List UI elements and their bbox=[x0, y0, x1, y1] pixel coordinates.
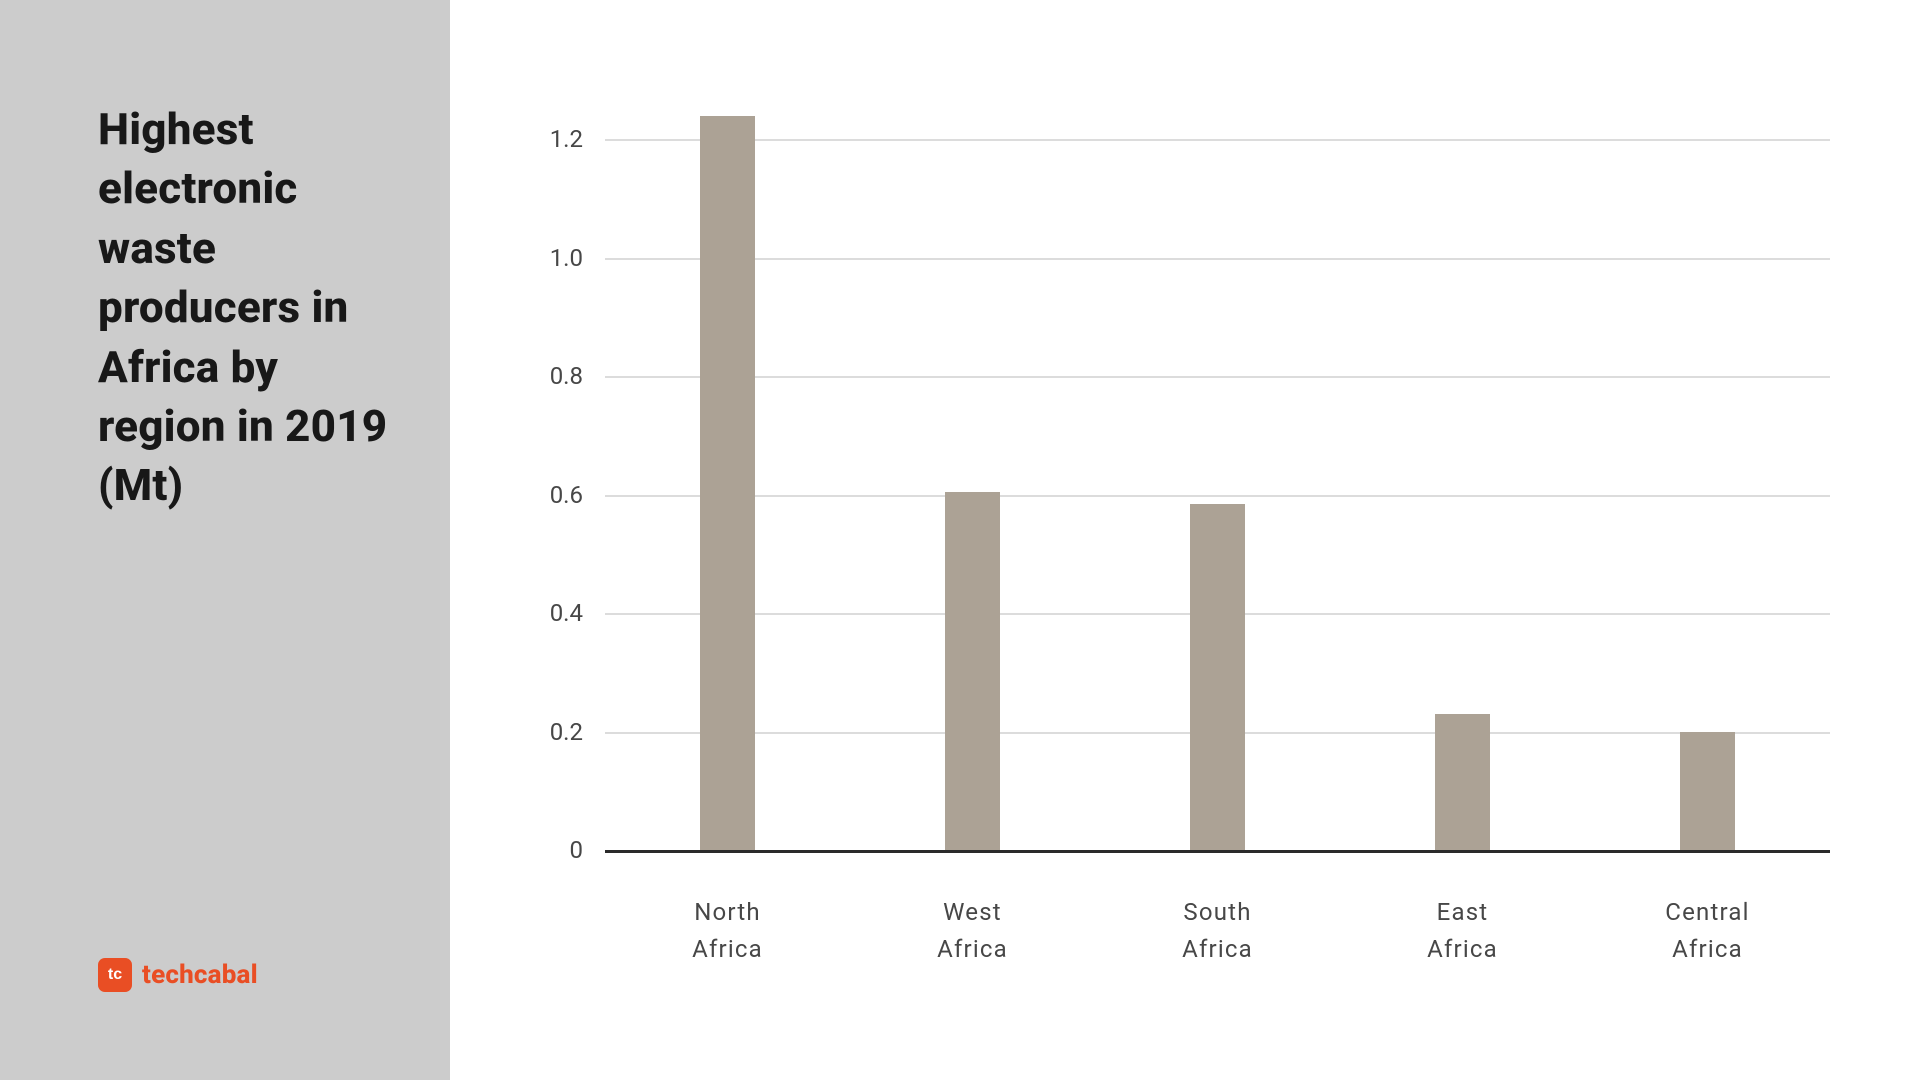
techcabal-logo-icon: tc bbox=[98, 958, 132, 992]
x-labels: North AfricaWest AfricaSouth AfricaEast … bbox=[605, 894, 1830, 968]
bar-slot bbox=[1585, 80, 1830, 850]
y-tick-label: 0.8 bbox=[550, 362, 605, 390]
x-axis-line bbox=[605, 850, 1830, 853]
page-title: Highest electronic waste producers in Af… bbox=[98, 100, 402, 516]
bar-chart: 0 0.2 0.4 0.6 0.8 1.0 1.2 North AfricaWest Afri… bbox=[510, 70, 1860, 1020]
y-tick-label: 0.6 bbox=[550, 481, 605, 509]
bar-slot bbox=[850, 80, 1095, 850]
x-tick-label: East Africa bbox=[1340, 894, 1585, 968]
plot-region: 00.20.40.60.81.01.2North AfricaWest Afri… bbox=[605, 80, 1830, 850]
bars-container bbox=[605, 80, 1830, 850]
y-tick-label: 0.2 bbox=[550, 718, 605, 746]
y-tick-label: 1.2 bbox=[550, 125, 605, 153]
x-tick-label: North Africa bbox=[605, 894, 850, 968]
y-tick-label: 1.0 bbox=[550, 244, 605, 272]
y-tick-label: 0.4 bbox=[550, 599, 605, 627]
bar bbox=[945, 492, 1000, 850]
bar-slot bbox=[1340, 80, 1585, 850]
brand: tc techcabal bbox=[98, 958, 402, 992]
bar-slot bbox=[605, 80, 850, 850]
chart-area: 0 0.2 0.4 0.6 0.8 1.0 1.2 North AfricaWest Afri… bbox=[450, 0, 1920, 1080]
y-tick-label: 0 bbox=[570, 836, 606, 864]
x-tick-label: West Africa bbox=[850, 894, 1095, 968]
bar bbox=[1435, 714, 1490, 850]
x-tick-label: South Africa bbox=[1095, 894, 1340, 968]
x-tick-label: Central Africa bbox=[1585, 894, 1830, 968]
bar bbox=[700, 116, 755, 850]
brand-name: techcabal bbox=[142, 960, 258, 990]
sidebar: Highest electronic waste producers in Af… bbox=[0, 0, 450, 1080]
bar bbox=[1190, 504, 1245, 851]
bar bbox=[1680, 732, 1735, 850]
bar-slot bbox=[1095, 80, 1340, 850]
